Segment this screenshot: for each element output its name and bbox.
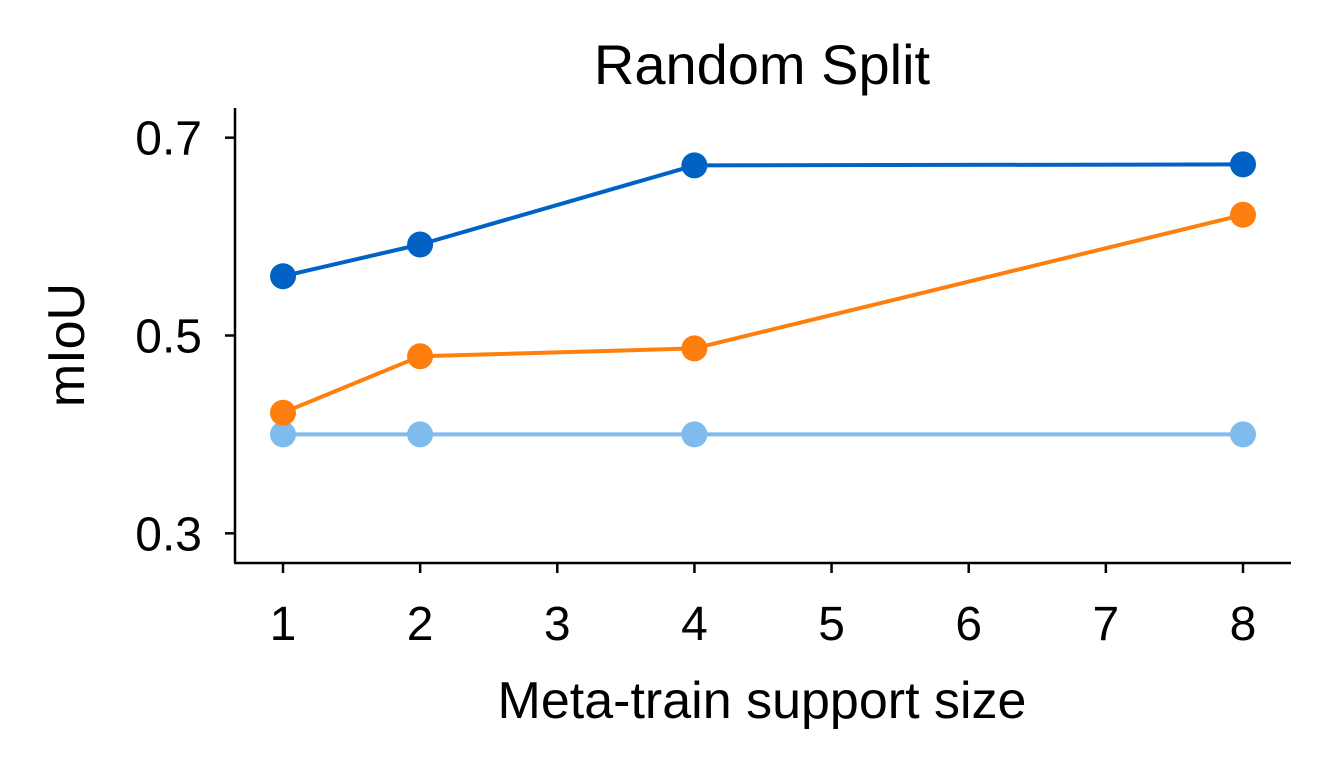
x-tick-label: 7 bbox=[1093, 598, 1120, 651]
data-point bbox=[270, 399, 296, 426]
series-2 bbox=[270, 201, 1256, 426]
data-point bbox=[270, 263, 296, 290]
x-tick-label: 8 bbox=[1230, 598, 1257, 651]
data-point bbox=[681, 335, 708, 362]
x-tick-label: 4 bbox=[681, 598, 708, 651]
y-tick-label: 0.5 bbox=[135, 311, 202, 364]
data-point bbox=[270, 421, 296, 448]
data-point bbox=[681, 421, 708, 448]
data-point bbox=[407, 343, 434, 370]
x-ticks: 1 2 3 4 5 6 7 8 bbox=[270, 563, 1257, 651]
chart-title: Random Split bbox=[594, 33, 931, 96]
y-tick-label: 0.7 bbox=[135, 113, 202, 166]
series-line bbox=[282, 212, 1244, 415]
data-point bbox=[1230, 151, 1256, 178]
x-tick-label: 5 bbox=[818, 598, 845, 651]
x-tick-label: 3 bbox=[544, 598, 571, 651]
y-tick-label: 0.3 bbox=[135, 508, 202, 561]
series-3 bbox=[270, 421, 1256, 448]
x-tick-label: 1 bbox=[270, 598, 297, 651]
y-ticks: 0.3 0.5 0.7 bbox=[135, 113, 235, 561]
x-tick-label: 6 bbox=[955, 598, 982, 651]
data-point bbox=[1230, 421, 1256, 448]
series-1 bbox=[270, 151, 1256, 290]
series-line bbox=[282, 162, 1244, 279]
x-axis-label: Meta-train support size bbox=[498, 672, 1027, 730]
data-point bbox=[1230, 201, 1256, 228]
x-tick-label: 2 bbox=[407, 598, 434, 651]
data-point bbox=[407, 231, 434, 258]
plot-area bbox=[270, 151, 1256, 448]
data-point bbox=[407, 421, 434, 448]
y-axis-label: mIoU bbox=[38, 283, 96, 407]
data-point bbox=[681, 152, 708, 179]
